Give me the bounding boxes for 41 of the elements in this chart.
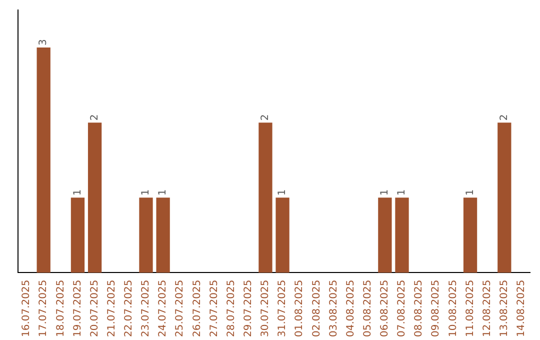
- x-tick-label: 29.07.2025: [242, 280, 254, 338]
- data-label: 1: [277, 189, 288, 196]
- x-tick-label: 14.08.2025: [516, 280, 528, 338]
- x-tick-label: 06.08.2025: [380, 280, 391, 338]
- x-tick-label: 07.08.2025: [396, 280, 408, 338]
- data-label: 1: [396, 189, 408, 196]
- x-tick-label: 02.08.2025: [311, 280, 322, 338]
- x-tick-label: 24.07.2025: [158, 280, 169, 338]
- x-tick-label: 10.08.2025: [448, 280, 459, 338]
- x-tick-label: 25.07.2025: [174, 280, 186, 338]
- x-tick-label: 03.08.2025: [328, 280, 340, 338]
- data-label: 1: [380, 189, 391, 196]
- x-tick-label: 30.07.2025: [260, 280, 272, 338]
- x-tick-label: 17.07.2025: [38, 280, 50, 338]
- data-label: 1: [464, 189, 476, 196]
- x-tick-label: 20.07.2025: [89, 280, 100, 338]
- x-tick-label: 05.08.2025: [362, 280, 374, 338]
- x-tick-label: 13.08.2025: [498, 280, 510, 338]
- x-tick-label: 22.07.2025: [124, 280, 135, 338]
- x-tick-label: 12.08.2025: [482, 280, 493, 338]
- data-label: 1: [72, 189, 84, 196]
- x-tick-label: 09.08.2025: [430, 280, 442, 338]
- data-label: 2: [498, 114, 510, 121]
- x-tick-label: 11.08.2025: [464, 280, 476, 338]
- x-tick-label: 26.07.2025: [192, 280, 203, 338]
- x-tick-label: 28.07.2025: [226, 280, 237, 338]
- x-tick-label: 08.08.2025: [414, 280, 425, 338]
- x-tick-label: 01.08.2025: [294, 280, 306, 338]
- x-tick-label: 16.07.2025: [21, 280, 32, 338]
- x-tick-label: 19.07.2025: [72, 280, 84, 338]
- data-label: 3: [38, 39, 50, 46]
- x-tick-label: 31.07.2025: [277, 280, 288, 338]
- data-label: 1: [158, 189, 169, 196]
- data-label: 2: [260, 114, 272, 121]
- x-tick-label: 21.07.2025: [106, 280, 118, 338]
- data-label: 2: [89, 114, 100, 121]
- x-tick-label: 18.07.2025: [55, 280, 66, 338]
- x-tick-label: 27.07.2025: [208, 280, 220, 338]
- x-tick-label: 23.07.2025: [140, 280, 152, 338]
- x-tick-label: 04.08.2025: [345, 280, 356, 338]
- data-label: 1: [140, 189, 152, 196]
